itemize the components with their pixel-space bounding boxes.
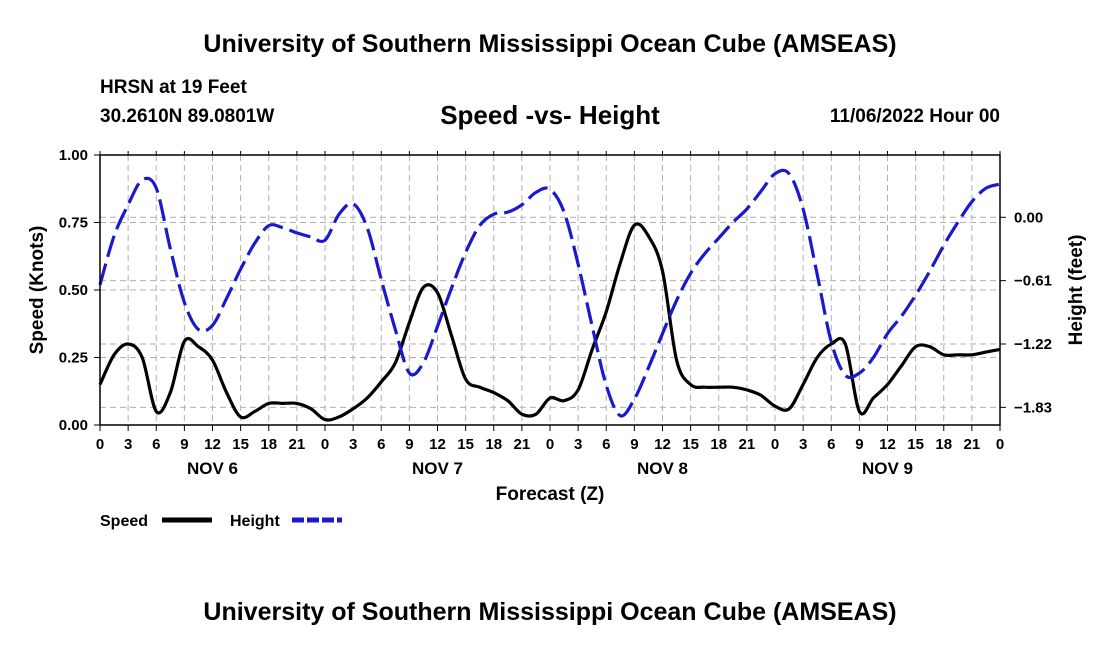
x-tick-label: 21	[964, 436, 981, 453]
footer-title: University of Southern Mississippi Ocean…	[203, 598, 897, 626]
x-tick-label: 3	[574, 436, 582, 453]
x-tick-label: 15	[682, 436, 699, 453]
height-series-line	[98, 168, 1001, 418]
day-label: NOV 9	[862, 459, 913, 478]
x-tick-label: 6	[152, 436, 160, 453]
x-tick-label: 21	[514, 436, 531, 453]
x-tick-label: 12	[204, 436, 221, 453]
x-tick-label: 12	[654, 436, 671, 453]
day-label: NOV 6	[187, 459, 238, 478]
x-tick-label: 0	[771, 436, 779, 453]
y2-axis-title: Height (feet)	[1066, 235, 1087, 346]
y2-tick-label: 0.00	[1014, 209, 1043, 226]
x-tick-label: 3	[799, 436, 807, 453]
x-tick-label: 18	[485, 436, 502, 453]
datetime-label: 11/06/2022 Hour 00	[829, 106, 1000, 127]
legend: Speed Height	[100, 513, 342, 530]
x-tick-label: 6	[827, 436, 835, 453]
x-tick-label: 15	[907, 436, 924, 453]
x-tick-label: 15	[232, 436, 249, 453]
y2-tick-label: −1.22	[1014, 336, 1052, 353]
y2-tick-label: −1.83	[1014, 399, 1052, 416]
day-label: NOV 7	[412, 459, 463, 478]
y2-tick-label: −0.61	[1014, 273, 1052, 290]
x-tick-label: 12	[429, 436, 446, 453]
y-tick-label: 0.50	[59, 282, 88, 299]
x-tick-label: 0	[96, 436, 104, 453]
x-tick-label: 21	[739, 436, 756, 453]
coordinates-label: 30.2610N 89.0801W	[100, 106, 275, 127]
x-tick-label: 0	[546, 436, 554, 453]
legend-height-label: Height	[230, 513, 280, 530]
x-tick-label: 18	[710, 436, 727, 453]
x-tick-label: 18	[935, 436, 952, 453]
main-title: University of Southern Mississippi Ocean…	[203, 30, 897, 58]
x-tick-label: 9	[630, 436, 638, 453]
y-tick-label: 1.00	[59, 147, 88, 164]
x-tick-label: 9	[855, 436, 863, 453]
legend-speed-label: Speed	[100, 513, 148, 530]
x-tick-label: 3	[124, 436, 132, 453]
y-axis-title: Speed (Knots)	[27, 226, 48, 355]
speed-series-line	[98, 222, 1001, 422]
x-tick-label: 0	[996, 436, 1004, 453]
x-tick-label: 6	[602, 436, 610, 453]
x-tick-label: 3	[349, 436, 357, 453]
chart-title: Speed -vs- Height	[440, 100, 660, 130]
x-tick-label: 9	[405, 436, 413, 453]
x-tick-label: 9	[180, 436, 188, 453]
axes: 0 3 6 9 12 15 18 21 0 3 6 9 12 15 18 21 0 3 6 9 12 15 18 21 0 3 6 9…	[59, 147, 1052, 478]
x-tick-label: 15	[457, 436, 474, 453]
grid	[100, 155, 1000, 425]
x-tick-label: 0	[321, 436, 329, 453]
x-tick-label: 18	[260, 436, 277, 453]
y-tick-label: 0.25	[59, 350, 88, 367]
y-tick-label: 0.75	[59, 215, 88, 232]
x-tick-label: 21	[289, 436, 306, 453]
day-label: NOV 8	[637, 459, 688, 478]
series	[98, 168, 1001, 422]
y-tick-label: 0.00	[59, 417, 88, 434]
x-axis-title: Forecast (Z)	[496, 484, 605, 505]
x-tick-label: 12	[879, 436, 896, 453]
station-label: HRSN at 19 Feet	[100, 77, 247, 98]
x-tick-label: 6	[377, 436, 385, 453]
